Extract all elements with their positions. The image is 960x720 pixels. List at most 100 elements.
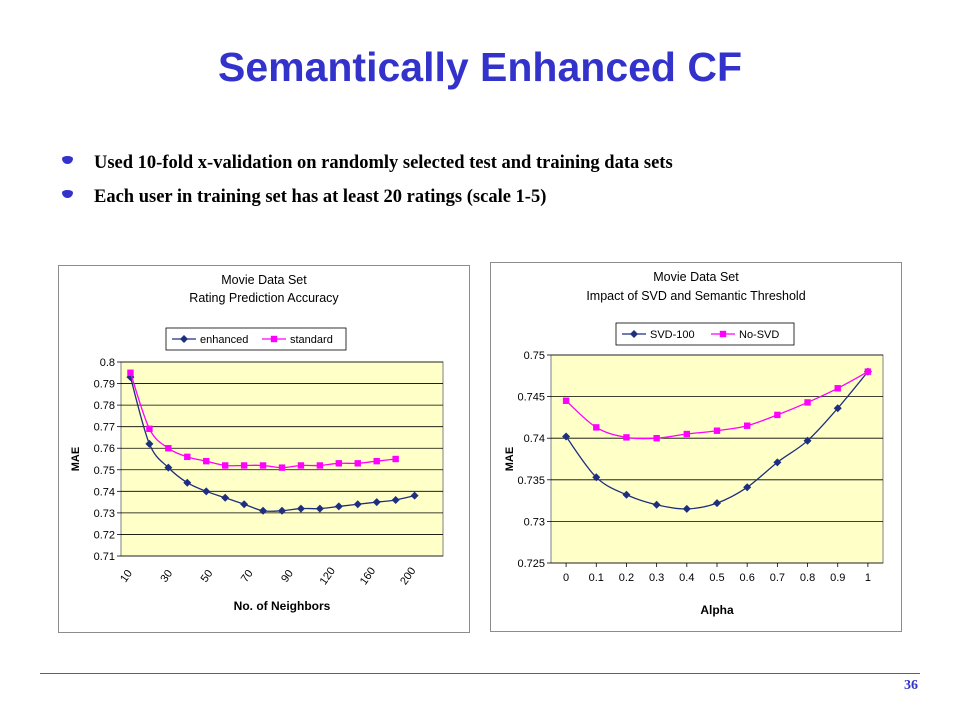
- x-axis-label: Alpha: [700, 603, 734, 617]
- data-point-No-SVD: [653, 435, 660, 442]
- bullet-icon: [62, 153, 73, 164]
- x-tick-label: 0: [563, 572, 569, 584]
- chart-svg: Movie Data Set Impact of SVD and Semantic…: [504, 270, 884, 617]
- y-tick-label: 0.78: [94, 400, 115, 412]
- y-tick-label: 0.74: [524, 433, 545, 445]
- series-line-enhanced: [129, 376, 415, 512]
- data-point-SVD-100: [682, 504, 691, 513]
- data-point-No-SVD: [743, 422, 751, 429]
- data-point-standard: [146, 425, 153, 433]
- x-tick-label: 160: [358, 565, 378, 587]
- legend-label: No-SVD: [739, 329, 779, 341]
- x-tick-label: 0.6: [740, 572, 755, 584]
- y-tick-label: 0.72: [94, 529, 115, 541]
- x-axis-label: No. of Neighbors: [234, 599, 331, 613]
- page-number: 36: [904, 678, 918, 693]
- data-point-enhanced: [296, 504, 305, 513]
- data-point-standard: [373, 457, 380, 465]
- data-point-standard: [127, 369, 134, 376]
- y-tick-label: 0.79: [94, 379, 115, 391]
- y-tick-label: 0.73: [524, 516, 545, 528]
- legend-marker: [180, 335, 188, 343]
- y-tick-label: 0.71: [94, 551, 115, 563]
- x-tick-label: 0.5: [709, 572, 724, 584]
- x-tick-label: 0.2: [619, 572, 634, 584]
- data-point-enhanced: [202, 487, 211, 496]
- data-point-SVD-100: [713, 499, 721, 508]
- data-point-standard: [221, 462, 229, 469]
- slide-title: Semantically Enhanced CF: [217, 44, 743, 90]
- data-point-No-SVD: [713, 427, 721, 434]
- legend-marker: [630, 330, 638, 338]
- data-point-No-SVD: [834, 385, 841, 392]
- data-point-SVD-100: [652, 500, 661, 509]
- bullet-text: Used 10-fold x-validation on randomly se…: [94, 153, 673, 173]
- chart-legend: enhanced standard: [165, 327, 347, 351]
- data-point-standard: [259, 462, 267, 469]
- legend-marker: [270, 335, 278, 343]
- y-tick-label: 0.735: [517, 475, 545, 487]
- chart-title: Movie Data Set: [653, 270, 739, 284]
- x-tick-label: 0.4: [679, 572, 694, 584]
- chart-legend: SVD-100 No-SVD: [615, 322, 795, 346]
- x-tick-label: 0.1: [589, 572, 604, 584]
- x-tick-label: 30: [158, 568, 175, 585]
- x-tick-label: 1: [865, 572, 871, 584]
- data-point-SVD-100: [562, 432, 571, 441]
- x-tick-label: 10: [118, 568, 135, 585]
- data-point-No-SVD: [864, 368, 872, 375]
- data-point-enhanced: [145, 439, 154, 448]
- bullet-text: Each user in training set has at least 2…: [94, 187, 547, 207]
- data-point-standard: [240, 462, 248, 469]
- data-point-No-SVD: [804, 399, 811, 406]
- data-point-standard: [316, 462, 324, 469]
- y-tick-label: 0.74: [94, 486, 115, 498]
- y-tick-label: 0.76: [94, 443, 115, 455]
- plot-area: [550, 354, 884, 564]
- y-tick-label: 0.73: [94, 508, 115, 520]
- chart-title: Movie Data Set: [221, 273, 307, 287]
- x-tick-label: 0.9: [830, 572, 845, 584]
- x-tick-label: 90: [279, 568, 296, 585]
- data-point-SVD-100: [622, 490, 631, 499]
- chart-svg: Movie Data Set Rating Prediction Accuracy…: [70, 273, 444, 613]
- y-axis-label: MAE: [70, 447, 82, 471]
- data-point-No-SVD: [774, 411, 781, 419]
- legend-label: enhanced: [200, 334, 248, 346]
- data-point-standard: [354, 460, 361, 467]
- data-point-standard: [335, 460, 343, 467]
- bullet-item: Each user in training set has at least 2…: [62, 182, 673, 216]
- y-tick-label: 0.725: [517, 558, 545, 570]
- y-tick-label: 0.75: [94, 465, 115, 477]
- y-tick-label: 0.745: [517, 392, 545, 404]
- chart-alpha: Movie Data Set Impact of SVD and Semantic…: [490, 262, 902, 632]
- data-point-enhanced: [278, 506, 286, 515]
- data-point-SVD-100: [833, 404, 842, 413]
- y-tick-label: 0.8: [100, 357, 115, 369]
- data-point-No-SVD: [593, 424, 600, 431]
- data-point-enhanced: [334, 502, 343, 511]
- chart-subtitle: Rating Prediction Accuracy: [189, 291, 339, 305]
- data-point-enhanced: [164, 463, 173, 472]
- chart-subtitle: Impact of SVD and Semantic Threshold: [586, 289, 805, 303]
- data-point-SVD-100: [803, 436, 812, 445]
- x-tick-label: 0.7: [770, 572, 785, 584]
- data-point-standard: [184, 453, 191, 461]
- data-point-No-SVD: [623, 434, 630, 441]
- data-point-SVD-100: [743, 483, 752, 492]
- data-point-standard: [392, 455, 399, 463]
- data-point-standard: [297, 462, 305, 469]
- legend-label: standard: [290, 334, 333, 346]
- data-point-standard: [203, 457, 210, 465]
- data-point-standard: [165, 445, 172, 452]
- data-point-enhanced: [410, 491, 419, 500]
- legend-marker: [719, 330, 727, 338]
- bullet-list: Used 10-fold x-validation on randomly se…: [62, 148, 673, 216]
- y-tick-label: 0.77: [94, 422, 115, 434]
- x-tick-label: 0.8: [800, 572, 815, 584]
- x-tick-label: 0.3: [649, 572, 664, 584]
- data-point-enhanced: [372, 498, 381, 507]
- data-point-No-SVD: [683, 430, 691, 438]
- footer-divider: [40, 673, 920, 674]
- data-point-enhanced: [240, 500, 249, 509]
